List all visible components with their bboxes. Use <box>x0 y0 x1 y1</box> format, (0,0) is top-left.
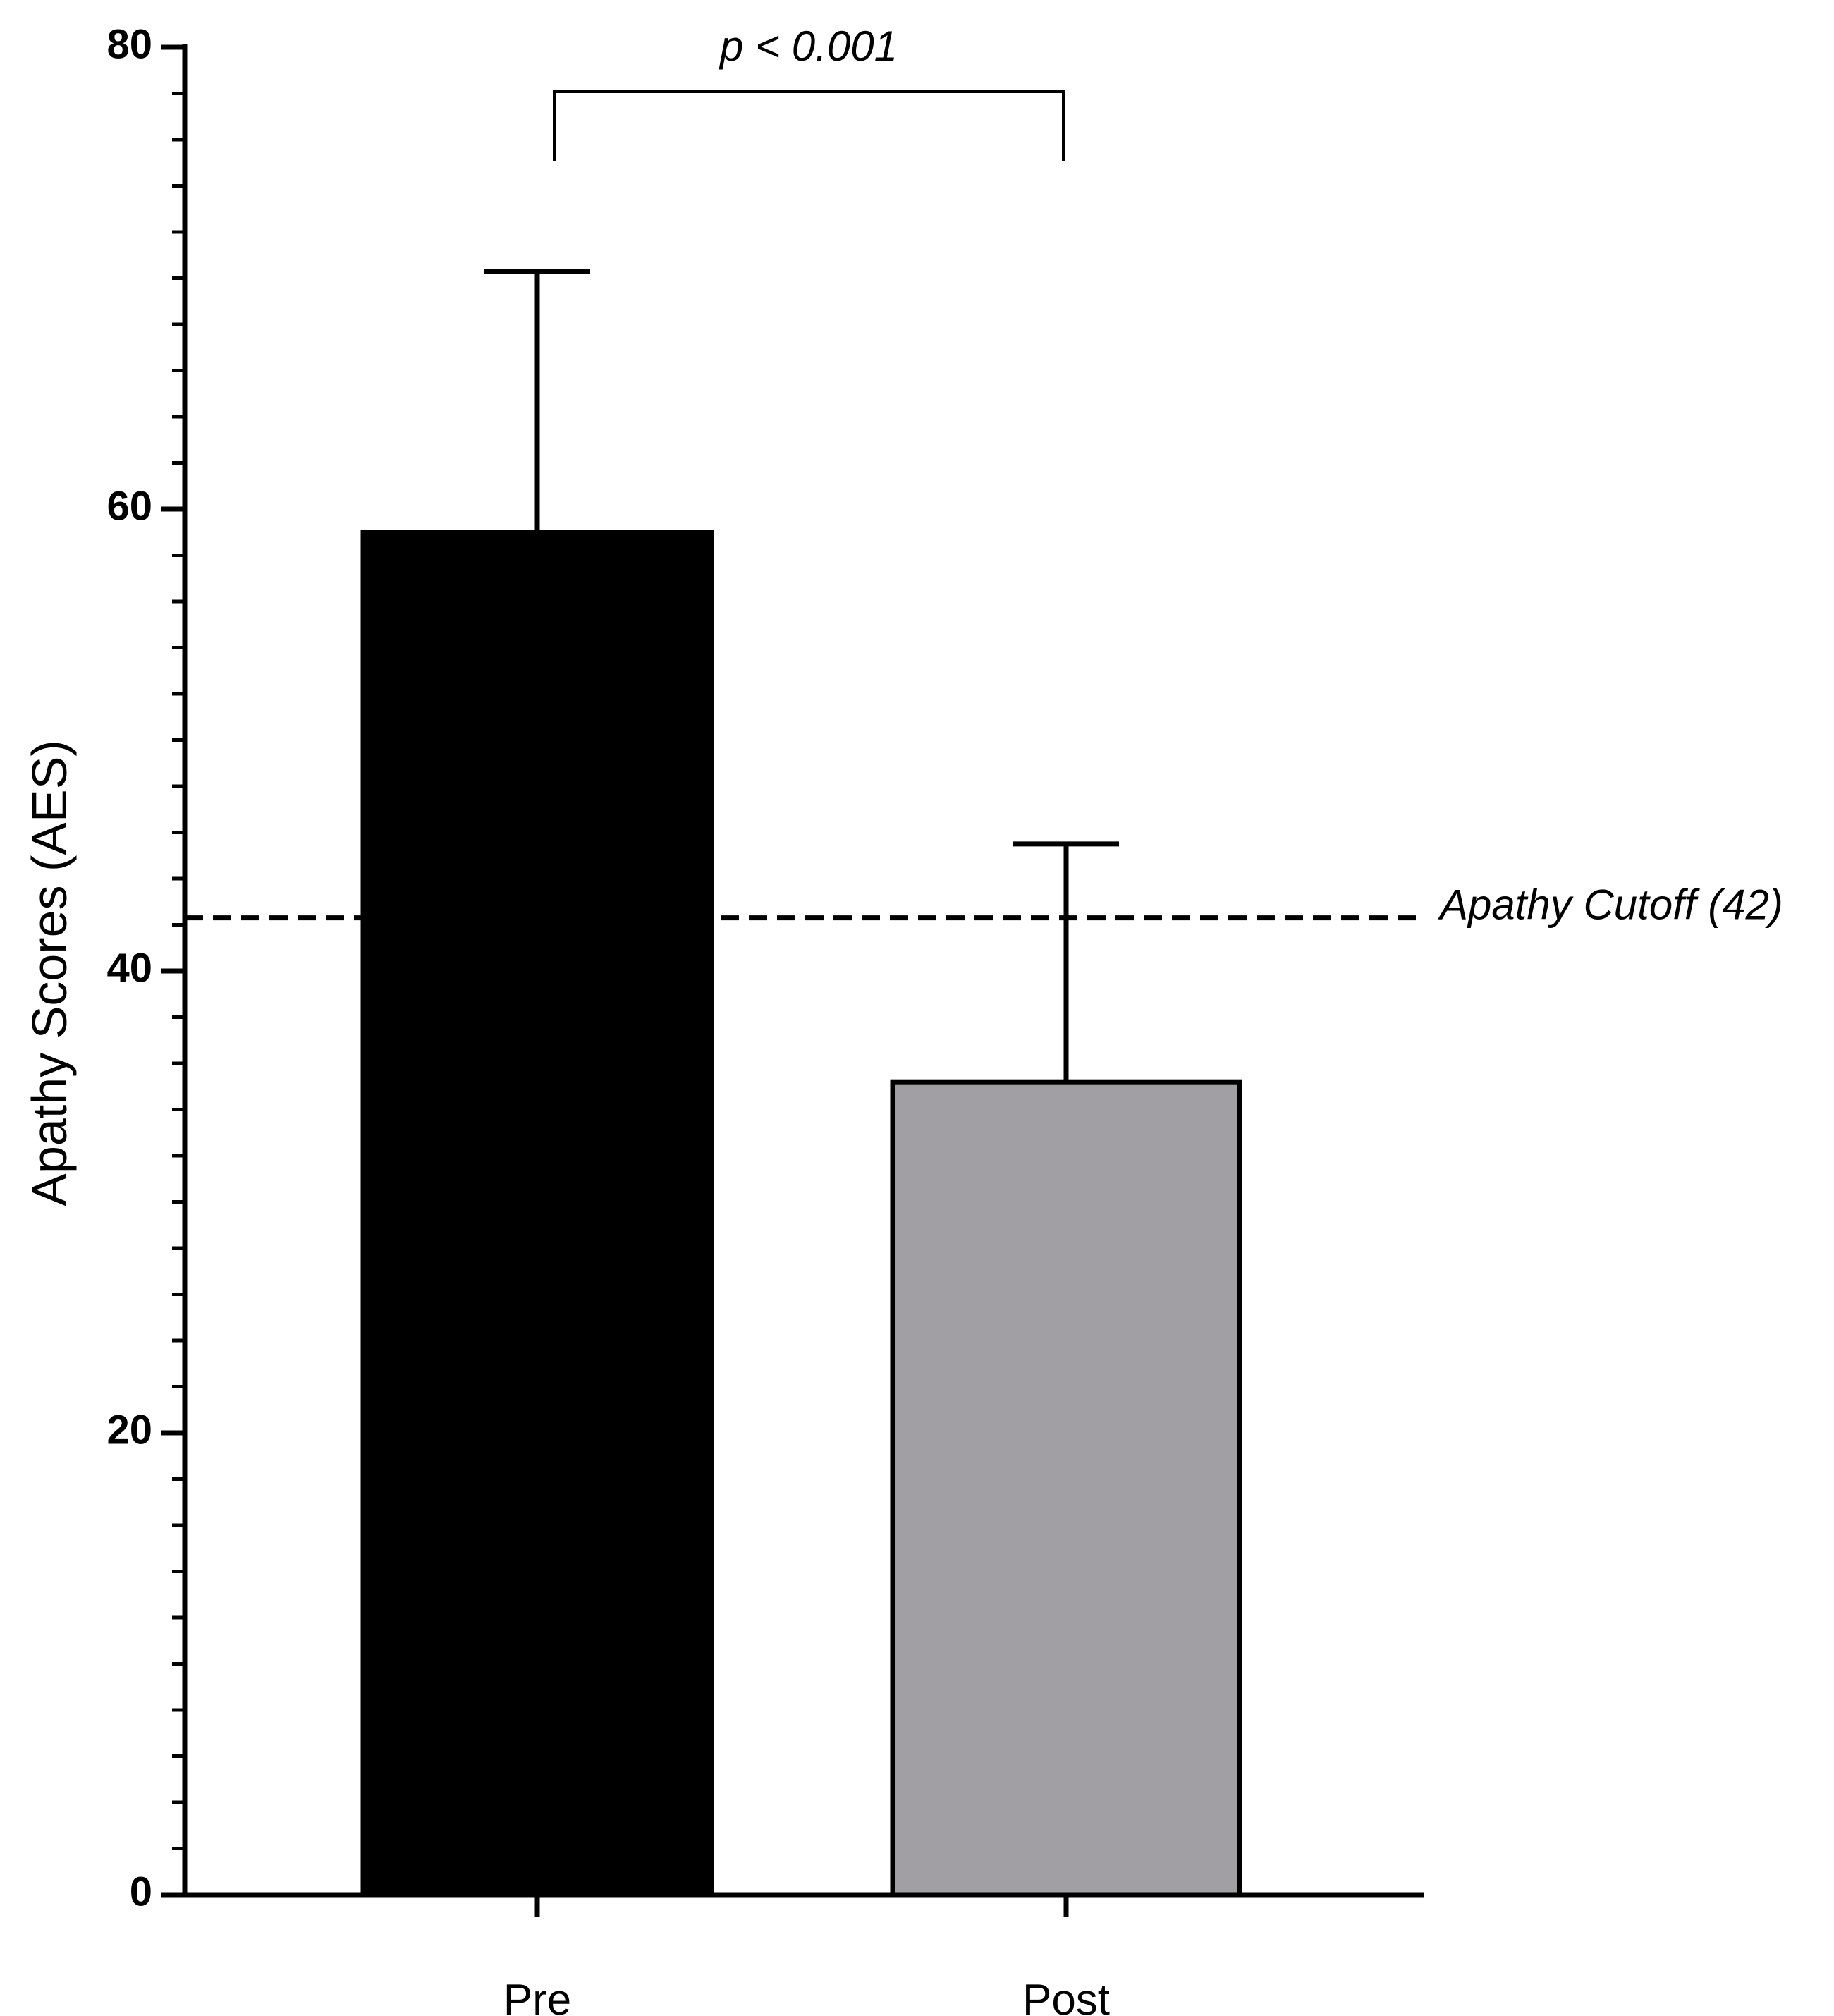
x-tick-label: Pre <box>503 1976 571 2016</box>
bars <box>360 530 1242 1898</box>
y-axis-title: Apathy Scores (AES) <box>22 740 77 1206</box>
y-tick-label: 60 <box>106 483 152 529</box>
error-bars <box>484 269 1119 1082</box>
y-tick-label: 80 <box>106 21 152 67</box>
y-tick-label: 20 <box>106 1407 152 1453</box>
bar-pre <box>360 530 714 1898</box>
apathy-cutoff-label: Apathy Cutoff (42) <box>1438 881 1783 929</box>
significance-label: p < 0.001 <box>719 23 898 70</box>
x-tick-labels: Pre Post <box>503 1976 1110 2016</box>
y-tick-labels: 0 20 40 60 80 <box>106 21 152 1914</box>
y-tick-label: 0 <box>130 1869 152 1914</box>
significance-bracket <box>553 90 1065 161</box>
y-major-ticks <box>161 44 185 1898</box>
x-ticks <box>534 1895 1069 1917</box>
y-tick-label: 40 <box>106 945 152 991</box>
bar-post <box>890 1079 1242 1898</box>
x-tick-label: Post <box>1022 1976 1110 2016</box>
